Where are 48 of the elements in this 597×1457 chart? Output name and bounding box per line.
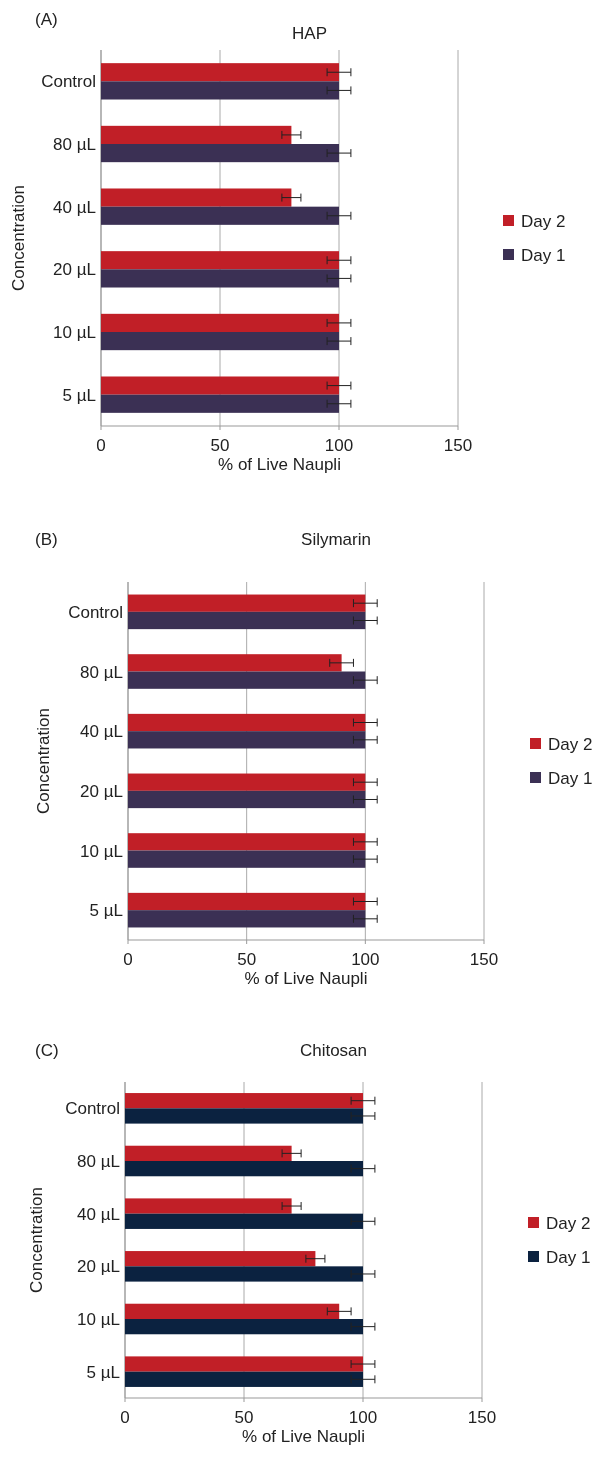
chart-title: Chitosan — [299, 1041, 368, 1060]
text: (A) — [35, 10, 58, 29]
x-tick-label: 0 — [96, 436, 106, 455]
x-tick-label: 50 — [234, 1408, 254, 1427]
y-tick-label: Control — [68, 602, 123, 622]
y-tick-label: 80 µL — [53, 135, 96, 154]
legend-label: Day 1 — [548, 769, 593, 788]
y-tick-label: 5 µL — [62, 385, 96, 405]
x-axis-title: % of Live Naupli — [218, 455, 341, 474]
y-tick-label: 10 µL — [53, 323, 96, 342]
y-tick-label: 80 µL — [80, 662, 123, 682]
x-tick-label: 50 — [237, 950, 257, 969]
x-tick-label: 0 — [123, 950, 133, 969]
legend-label: Day 2 — [521, 212, 566, 231]
legend-label: Day 1 — [546, 1248, 591, 1267]
chart-title: HAP — [292, 24, 327, 43]
y-tick-label: 20 µL — [80, 781, 123, 801]
y-tick-label: 10 µL — [80, 841, 123, 861]
y-tick-label: 10 µL — [77, 1310, 120, 1329]
x-tick-label: 150 — [443, 436, 473, 455]
y-axis-title: Concentration — [9, 185, 28, 291]
y-tick-label: 40 µL — [80, 722, 123, 742]
legend-label: Day 2 — [548, 735, 593, 754]
x-tick-label: 100 — [348, 1408, 378, 1427]
text: (B) — [35, 530, 58, 549]
legend-label: Day 2 — [546, 1214, 591, 1233]
x-tick-label: 100 — [351, 950, 380, 969]
y-tick-label: 20 µL — [53, 260, 96, 280]
x-tick-label: 100 — [324, 436, 354, 455]
text: (C) — [35, 1041, 59, 1060]
y-tick-label: 5 µL — [86, 1362, 120, 1382]
y-tick-label: 40 µL — [53, 197, 96, 217]
y-tick-label: 5 µL — [89, 901, 123, 921]
y-tick-label: Control — [41, 72, 96, 92]
x-tick-label: 150 — [469, 950, 499, 969]
x-tick-label: 50 — [210, 436, 230, 455]
x-tick-label: 150 — [467, 1408, 497, 1427]
y-axis-title: Concentration — [34, 708, 53, 814]
x-axis-title: % of Live Naupli — [244, 969, 368, 988]
x-tick-label: 0 — [120, 1408, 130, 1427]
chart-title: Silymarin — [301, 530, 371, 549]
legend-label: Day 1 — [521, 246, 566, 265]
y-tick-label: 20 µL — [77, 1257, 120, 1277]
y-axis-title: Concentration — [27, 1187, 46, 1293]
y-tick-label: 40 µL — [77, 1204, 120, 1224]
y-tick-label: 80 µL — [77, 1152, 120, 1171]
y-tick-label: Control — [65, 1099, 120, 1119]
x-axis-title: % of Live Naupli — [242, 1427, 365, 1446]
